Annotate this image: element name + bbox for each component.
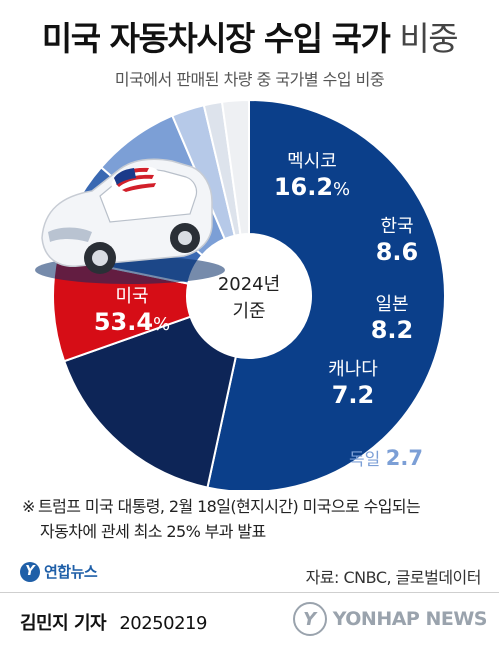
slice-name-한국: 한국 — [380, 216, 413, 237]
donut-hole — [187, 234, 311, 358]
agency-watermark: Y YONHAP NEWS — [292, 602, 488, 636]
yonhap-logo-small: Y 연합뉴스 — [20, 561, 98, 582]
car-illustration — [35, 158, 225, 284]
note-line-2: 자동차에 관세 최소 25% 부과 발표 — [40, 522, 266, 541]
agency-badge-icon: Y — [292, 602, 327, 636]
slice-name-캐나다: 캐나다 — [328, 359, 378, 380]
footnote: ※ 트럼프 미국 대통령, 2월 18일(현지시간) 미국으로 수입되는 자동차에… — [22, 494, 482, 544]
reporter-name: 김민지 기자 — [20, 613, 107, 634]
chart-subtitle: 미국에서 판매된 차량 중 국가별 수입 비중 — [114, 70, 385, 89]
chart-title: 미국 자동차시장 수입 국가 비중 — [0, 12, 499, 60]
title-bold: 미국 자동차시장 수입 국가 — [41, 19, 391, 58]
agency-name: YONHAP NEWS — [332, 608, 488, 630]
slice-value-멕시코: 16.2% — [274, 173, 350, 201]
center-label-year: 2024년 — [218, 274, 280, 295]
rear-wheel-hub — [178, 231, 192, 245]
center-label-basis: 기준 — [232, 301, 265, 322]
title-light: 비중 — [399, 19, 458, 58]
footer — [0, 593, 499, 647]
note-mark: ※ — [22, 497, 35, 516]
slice-value-일본: 8.2 — [371, 316, 414, 344]
publish-date: 20250219 — [119, 613, 207, 634]
footer-divider — [0, 592, 499, 593]
us-flag-roof — [111, 166, 160, 193]
source-credit: 자료: CNBC, 글로벌데이터 — [305, 568, 482, 587]
yonhap-logo-text: 연합뉴스 — [44, 563, 98, 581]
slice-name-미국: 미국 — [115, 286, 148, 307]
car-headlight — [48, 227, 92, 242]
front-wheel-hub — [92, 250, 108, 266]
slice-value-미국: 53.4% — [94, 308, 170, 336]
yonhap-badge-icon: Y — [20, 561, 40, 582]
slice-value-한국: 8.6 — [376, 238, 419, 266]
byline: 김민지 기자 20250219 — [20, 609, 207, 635]
note-line-1: 트럼프 미국 대통령, 2월 18일(현지시간) 미국으로 수입되는 — [38, 497, 421, 516]
slice-label-독일: 독일 2.7 — [349, 446, 423, 470]
slice-value-캐나다: 7.2 — [332, 381, 375, 409]
slice-name-멕시코: 멕시코 — [287, 151, 337, 172]
slice-name-일본: 일본 — [375, 294, 408, 315]
